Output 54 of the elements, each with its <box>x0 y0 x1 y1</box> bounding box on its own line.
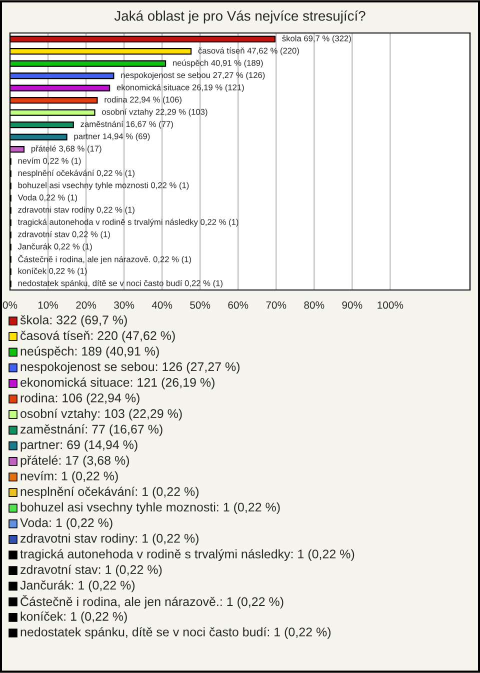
data-label: Jančurák 0,22 % (1) <box>18 243 92 252</box>
data-label: partner 14,94 % (69) <box>74 133 150 141</box>
data-label: ekonomická situace 26,19 % (121) <box>116 84 244 92</box>
data-label: koníček 0,22 % (1) <box>18 268 87 276</box>
x-tick-label: 90% <box>342 301 362 309</box>
text: přátelé: 17 (3,68 %) <box>20 456 130 468</box>
data-label: Částečně i rodina, ale jen nárazově. 0,22 % (1) <box>18 254 191 264</box>
data-label: nedostatek spánku, dítě se v noci často budí 0,22 % (1) <box>18 280 222 288</box>
x-tick-label: 40% <box>152 301 172 309</box>
text: neúspěch: 189 (40,91 %) <box>20 346 159 358</box>
data-label: časová tíseň 47,62 % (220) <box>198 47 299 56</box>
x-tick-label: 30% <box>114 301 134 309</box>
x-tick-label: 0% <box>2 301 18 309</box>
text: nesplnění očekávání: 1 (0,22 %) <box>20 486 199 498</box>
x-tick-label: 50% <box>190 301 210 309</box>
data-label: přátelé 3,68 % (17) <box>31 145 102 154</box>
x-tick-label: 80% <box>304 301 324 309</box>
text: koníček: 1 (0,22 %) <box>20 612 127 624</box>
text: škola: 322 (69,7 %) <box>20 315 127 327</box>
text: časová tíseň: 220 (47,62 %) <box>20 330 175 342</box>
data-label: osobní vztahy 22,29 % (103) <box>102 108 208 116</box>
chart-title: Jaká oblast je pro Vás nejvíce stresující? <box>114 10 366 24</box>
data-label: nevím 0,22 % (1) <box>18 158 81 166</box>
data-label: zdravotni stav rodiny 0,22 % (1) <box>18 206 134 214</box>
text: Jančurák: 1 (0,22 %) <box>20 580 135 592</box>
text: Částečně i rodina, ale jen nárazově.: 1 (0,22 %) <box>20 595 284 609</box>
text: partner: 69 (14,94 %) <box>20 440 138 452</box>
x-tick-label: 100% <box>378 301 404 309</box>
data-label: nespokojenost se sebou 27,27 % (126) <box>121 72 265 80</box>
text: tragická autonehoda v rodině s trvalými následky: 1 (0,22 %) <box>20 549 354 561</box>
x-tick-label: 70% <box>266 301 286 309</box>
text: Voda: 1 (0,22 %) <box>20 518 112 530</box>
text: bohuzel asi vsechny tyhle moznosti: 1 (0,22 %) <box>20 502 280 514</box>
data-label: tragická autonehoda v rodině s trvalými následky 0,22 % (1) <box>18 218 238 227</box>
data-label: neúspěch 40,91 % (189) <box>173 60 263 68</box>
text: nevím: 1 (0,22 %) <box>20 471 118 483</box>
text: osobní vztahy: 103 (22,29 %) <box>20 408 182 420</box>
data-label: Voda 0,22 % (1) <box>18 194 78 202</box>
text: zaměstnání: 77 (16,67 %) <box>20 424 162 436</box>
text: ekonomická situace: 121 (26,19 %) <box>20 378 214 390</box>
x-tick-label: 20% <box>76 301 96 309</box>
data-label: zdravotní stav 0,22 % (1) <box>18 230 110 239</box>
text: nespokojenost se sebou: 126 (27,27 %) <box>20 362 240 374</box>
data-label: zaměstnání 16,67 % (77) <box>80 120 173 129</box>
text: nedostatek spánku, dítě se v noci často budí: 1 (0,22 %) <box>20 627 331 639</box>
x-tick-label: 10% <box>38 301 58 309</box>
data-label: škola 69,7 % (322) <box>282 35 351 44</box>
data-label: rodina 22,94 % (106) <box>104 96 182 104</box>
text: rodina: 106 (22,94 %) <box>20 393 140 405</box>
x-tick-label: 60% <box>228 301 248 309</box>
text: zdravotní stav: 1 (0,22 %) <box>20 564 162 576</box>
text: zdravotni stav rodiny: 1 (0,22 %) <box>20 534 198 546</box>
data-label: nesplnění očekávání 0,22 % (1) <box>18 170 134 178</box>
data-label: bohuzel asi vsechny tyhle moznosti 0,22 % (1) <box>18 182 189 190</box>
